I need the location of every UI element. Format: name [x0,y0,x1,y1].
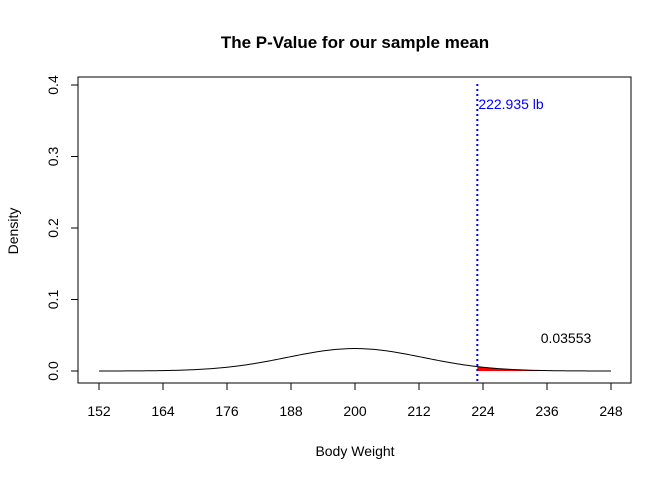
y-tick-label: 0.1 [45,290,61,310]
plot-area: 222.935 lb 0.03553 [77,76,632,384]
y-axis: 0.0 0.1 0.2 0.3 0.4 [45,75,79,381]
x-tick-label: 248 [599,403,623,419]
y-axis-label: Density [5,208,21,255]
x-tick-label: 224 [471,403,495,419]
y-tick-label: 0.2 [45,218,61,238]
y-tick-label: 0.3 [45,147,61,167]
x-tick-label: 212 [407,403,431,419]
vline-label: 222.935 lb [478,96,544,112]
y-tick-label: 0.0 [45,361,61,381]
x-axis: 152 164 176 188 200 212 224 236 248 [87,382,623,419]
density-curve [99,348,611,372]
p-value-label: 0.03553 [541,330,592,346]
chart-title: The P-Value for our sample mean [221,33,489,52]
x-tick-label: 200 [343,403,367,419]
x-tick-label: 176 [215,403,239,419]
x-axis-label: Body Weight [315,443,394,459]
y-tick-label: 0.4 [45,75,61,95]
x-tick-label: 236 [535,403,559,419]
x-tick-label: 188 [279,403,303,419]
x-tick-label: 164 [151,403,175,419]
x-tick-label: 152 [87,403,111,419]
